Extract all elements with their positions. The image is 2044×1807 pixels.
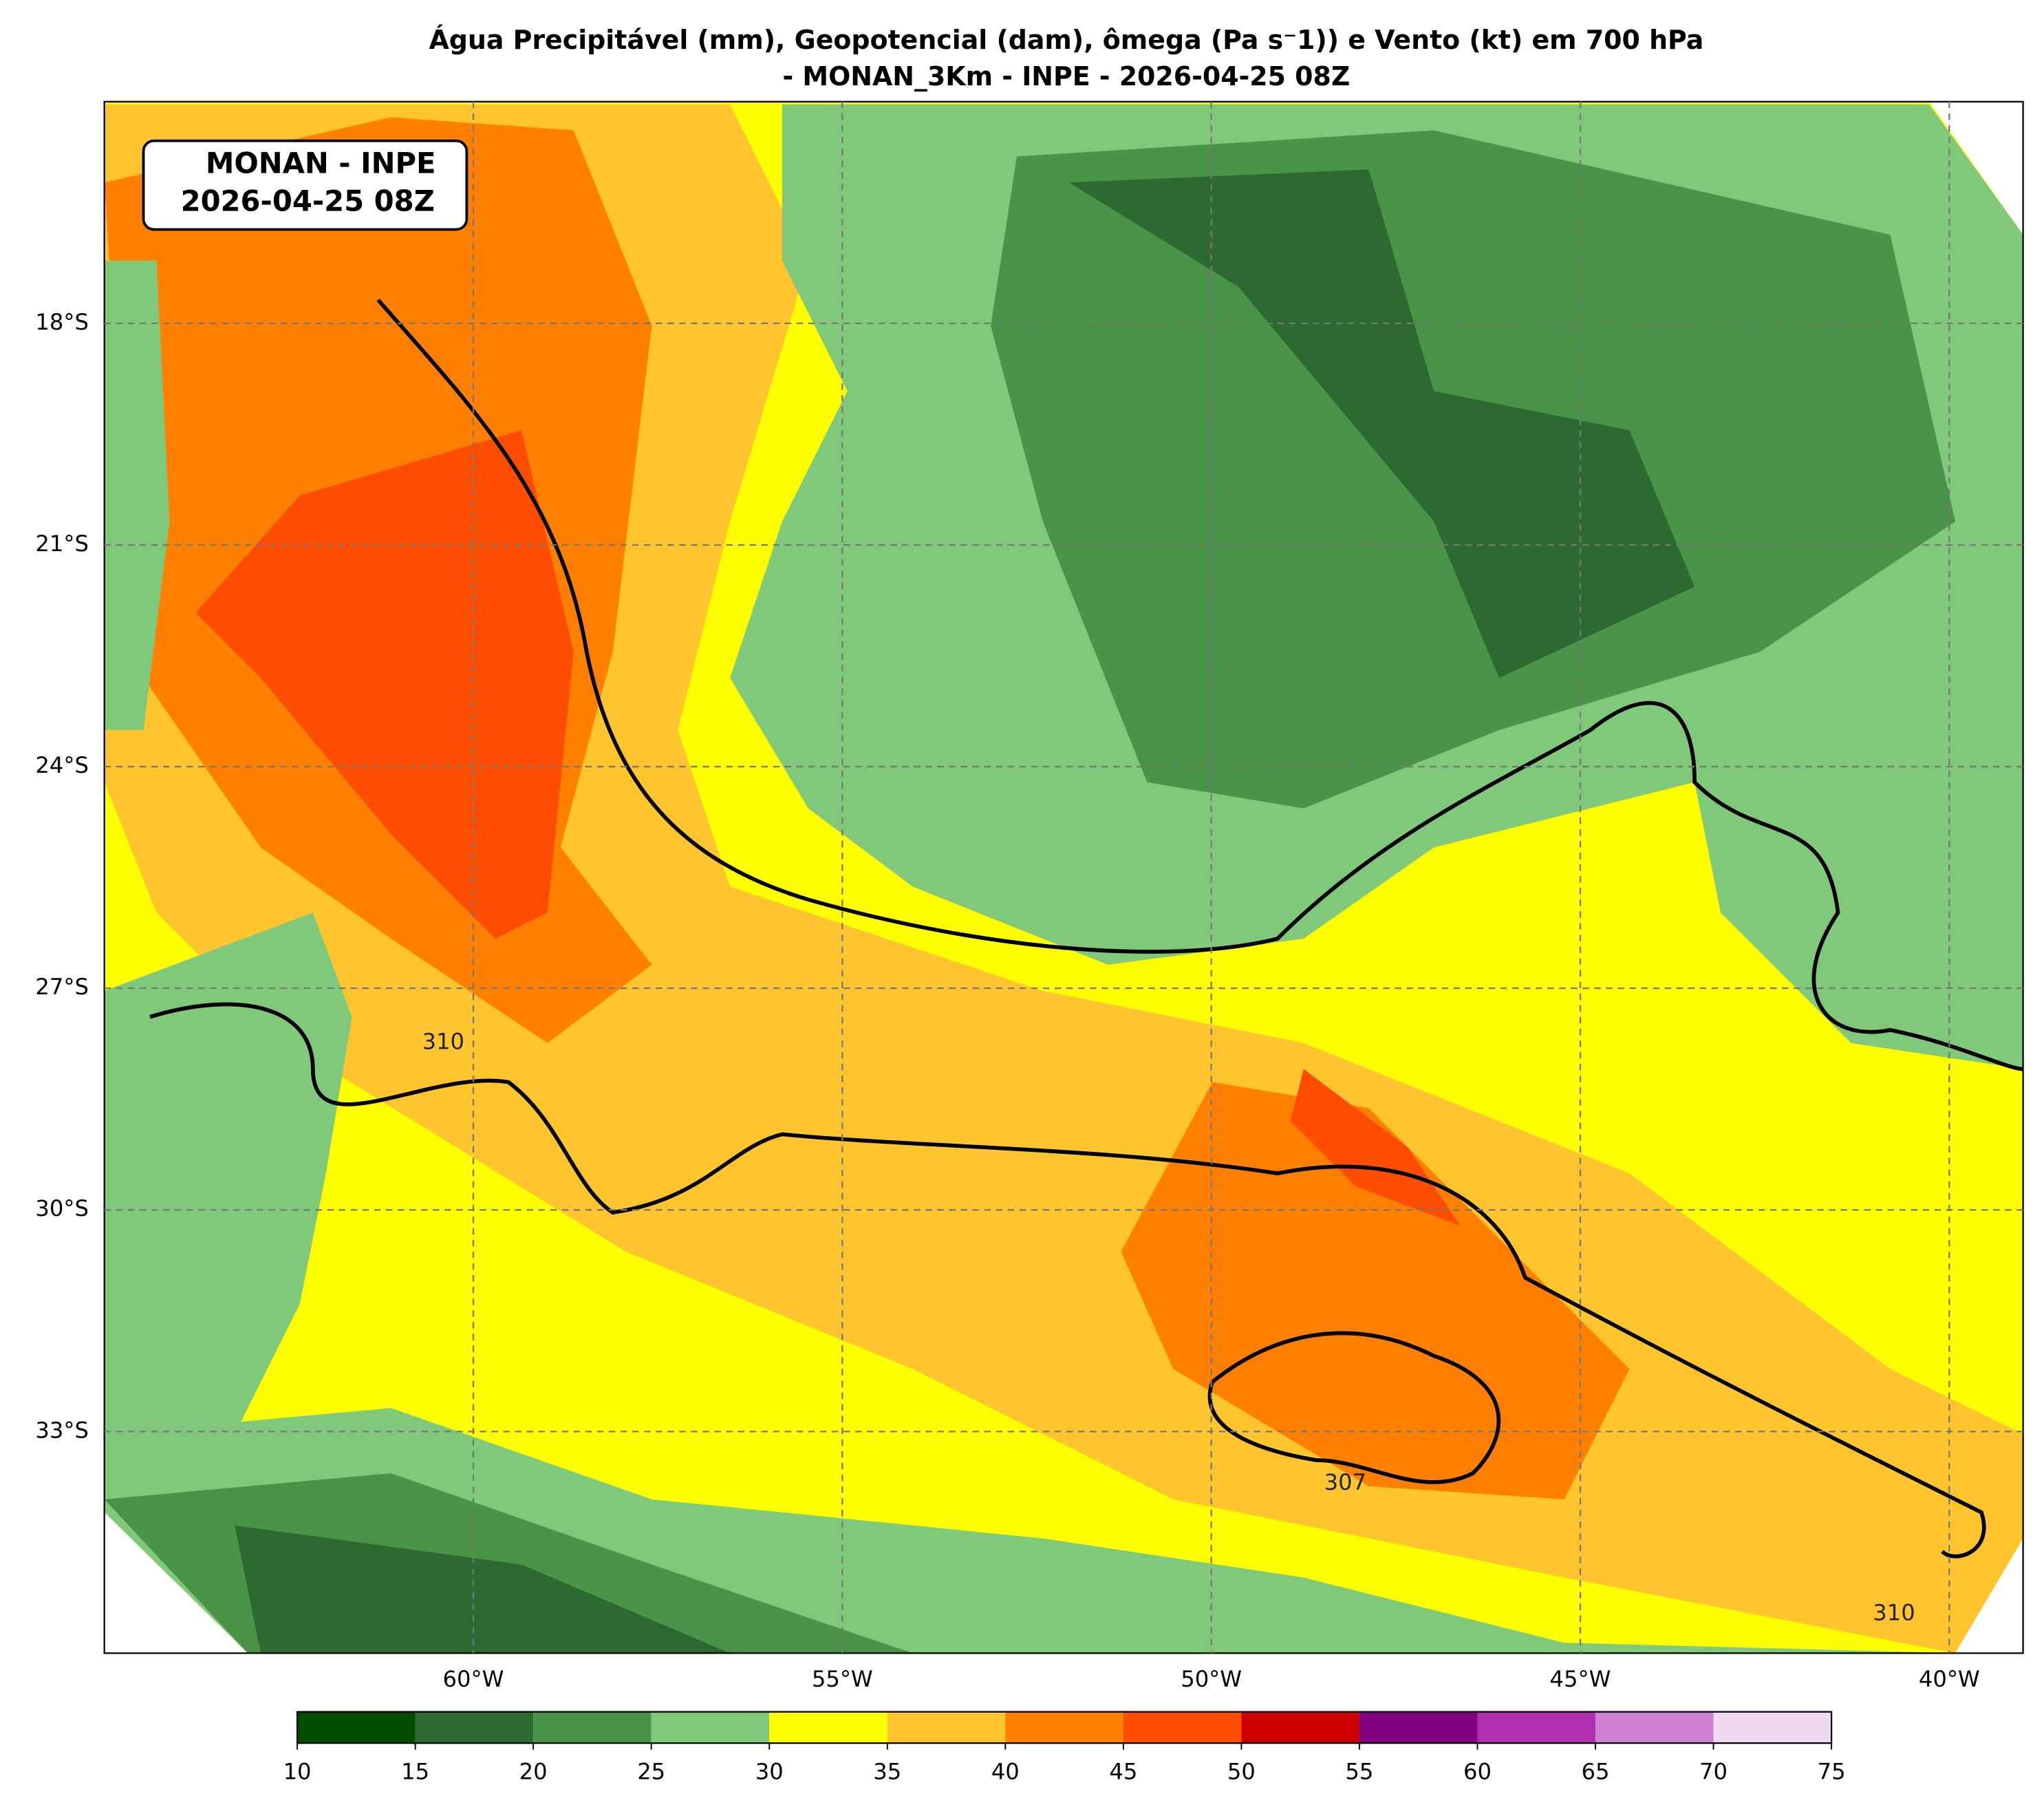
annotation-box (142, 139, 469, 231)
x-tick-label: 60°W (443, 1666, 504, 1692)
colorbar-tick-label: 60 (1463, 1759, 1492, 1785)
colorbar-segment (297, 1711, 416, 1744)
y-tick-label: 30°S (35, 1195, 88, 1221)
colorbar-tick-label: 25 (637, 1759, 665, 1785)
x-tick-label: 55°W (812, 1666, 873, 1692)
geopotential-contour (149, 298, 2023, 1559)
field-15-20 (1068, 169, 1695, 678)
colorbar-tick-label: 15 (401, 1759, 429, 1785)
x-tick-label: 45°W (1550, 1666, 1611, 1692)
colorbar-tick-label: 45 (1109, 1759, 1137, 1785)
colorbar-tick-label: 10 (283, 1759, 312, 1785)
contour-label: 310 (1873, 1600, 1915, 1626)
x-tick-label: 50°W (1181, 1666, 1242, 1692)
map-frame (103, 100, 2024, 1654)
field-15-20 (235, 1525, 731, 1654)
annotation-text: MONAN - INPE (206, 147, 436, 180)
field-25-30 (104, 260, 170, 731)
contour-label: 310 (422, 1029, 464, 1055)
y-tick-label: 27°S (35, 974, 88, 1000)
field-45-50 (195, 430, 574, 939)
colorbar-segment (651, 1711, 770, 1744)
colorbar-segment (1241, 1711, 1359, 1744)
y-tick-label: 33°S (35, 1417, 88, 1443)
field-25-30 (104, 912, 352, 1512)
colorbar-frame (296, 1711, 1833, 1744)
colorbar-tick-label: 65 (1582, 1759, 1610, 1785)
y-tick-label: 21°S (35, 531, 88, 557)
colorbar-segment (415, 1711, 534, 1744)
field (104, 101, 2023, 1654)
colorbar-segment (769, 1711, 887, 1744)
colorbar-segment (1477, 1711, 1596, 1744)
colorbar-tick-label: 75 (1818, 1759, 1846, 1785)
colorbar-segment (1005, 1711, 1123, 1744)
colorbar-tick-label: 50 (1227, 1759, 1256, 1785)
field-45-50 (1290, 1069, 1461, 1226)
title-line: Água Precipitável (mm), Geopotencial (da… (429, 25, 1703, 55)
colorbar-tick-label: 55 (1345, 1759, 1373, 1785)
annotation-text: 2026-04-25 08Z (181, 184, 435, 218)
colorbar-segment (887, 1711, 1006, 1744)
colorbar-segment (1595, 1711, 1714, 1744)
colorbar-segment (1359, 1711, 1478, 1744)
colorbar-segment (1123, 1711, 1242, 1744)
colorbar-tick-label: 35 (873, 1759, 901, 1785)
x-tick-label: 40°W (1919, 1666, 1980, 1692)
axes: 60°W 55°W 50°W 45°W 40°W 18°S 21°S 24°S 27°S 30°S… (35, 101, 2023, 1692)
colorbar-tick-label: 40 (991, 1759, 1020, 1785)
colorbar-segment (533, 1711, 652, 1744)
title-line: - MONAN_3Km - INPE - 2026-04-25 08Z (782, 61, 1350, 92)
field-40-45 (1121, 1082, 1630, 1499)
colorbar-tick-label: 20 (519, 1759, 548, 1785)
colorbar-tick-label: 70 (1699, 1759, 1728, 1785)
contour-label: 307 (1324, 1469, 1366, 1495)
colorbar-tick-label: 30 (755, 1759, 784, 1785)
colorbar-segment (1713, 1711, 1832, 1744)
y-tick-label: 18°S (35, 309, 88, 335)
y-tick-label: 24°S (35, 752, 88, 778)
